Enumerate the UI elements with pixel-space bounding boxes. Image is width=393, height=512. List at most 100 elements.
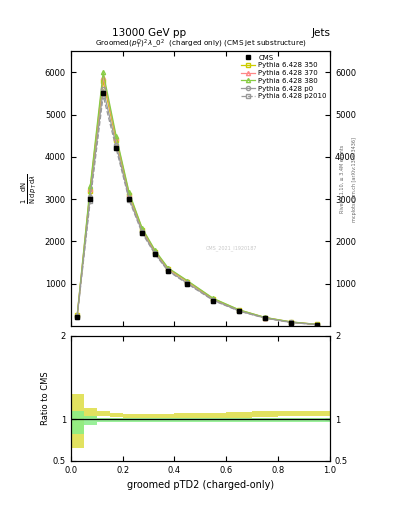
Pythia 6.428 p2010	[185, 281, 190, 287]
Pythia 6.428 350	[88, 187, 93, 194]
CMS	[140, 230, 145, 236]
Pythia 6.428 370	[211, 296, 216, 302]
Pythia 6.428 p2010	[263, 315, 268, 322]
Pythia 6.428 380	[140, 225, 145, 231]
Pythia 6.428 p0	[114, 142, 119, 148]
Pythia 6.428 p0	[127, 195, 131, 201]
Pythia 6.428 p0	[75, 313, 79, 319]
Text: Jets: Jets	[311, 28, 330, 38]
Pythia 6.428 380	[315, 322, 320, 328]
CMS	[152, 251, 157, 257]
Pythia 6.428 370	[315, 322, 320, 328]
Pythia 6.428 350	[166, 266, 171, 272]
Pythia 6.428 p0	[152, 250, 157, 257]
Pythia 6.428 p0	[101, 86, 105, 92]
Pythia 6.428 350	[185, 279, 190, 285]
CMS	[237, 308, 242, 314]
Pythia 6.428 380	[152, 247, 157, 253]
Pythia 6.428 380	[75, 311, 79, 317]
Pythia 6.428 370	[237, 307, 242, 313]
Pythia 6.428 350	[152, 249, 157, 255]
Pythia 6.428 370	[75, 312, 79, 318]
Title: Groomed$(p_T^D)^2\,\lambda\_0^2$  (charged only) (CMS jet substructure): Groomed$(p_T^D)^2\,\lambda\_0^2$ (charge…	[95, 38, 306, 51]
Pythia 6.428 p2010	[75, 313, 79, 319]
Text: mcplots.cern.ch [arXiv:1306.3436]: mcplots.cern.ch [arXiv:1306.3436]	[352, 137, 357, 222]
Pythia 6.428 380	[166, 265, 171, 271]
CMS	[127, 196, 131, 202]
Pythia 6.428 p2010	[101, 93, 105, 99]
Line: Pythia 6.428 p0: Pythia 6.428 p0	[75, 87, 319, 327]
Pythia 6.428 370	[101, 74, 105, 80]
Pythia 6.428 370	[88, 185, 93, 191]
Pythia 6.428 p2010	[289, 319, 294, 326]
Pythia 6.428 350	[101, 78, 105, 84]
Pythia 6.428 p2010	[237, 308, 242, 314]
Line: Pythia 6.428 370: Pythia 6.428 370	[75, 74, 319, 327]
Pythia 6.428 p2010	[88, 198, 93, 204]
Y-axis label: $\frac{1}{\mathrm{N}} \frac{\mathrm{d}\mathrm{N}}{\mathrm{d}\,p_T\,\mathrm{d}\la: $\frac{1}{\mathrm{N}} \frac{\mathrm{d}\m…	[20, 173, 39, 204]
CMS	[75, 314, 79, 321]
Pythia 6.428 p2010	[127, 197, 131, 203]
Pythia 6.428 p2010	[166, 268, 171, 274]
CMS	[114, 145, 119, 152]
Pythia 6.428 350	[289, 319, 294, 325]
Pythia 6.428 350	[140, 226, 145, 232]
Pythia 6.428 380	[289, 319, 294, 325]
Pythia 6.428 p0	[289, 319, 294, 326]
Pythia 6.428 p2010	[114, 145, 119, 152]
Pythia 6.428 p0	[263, 315, 268, 321]
Pythia 6.428 p2010	[211, 297, 216, 304]
Text: CMS_2021_I1920187: CMS_2021_I1920187	[206, 245, 257, 251]
Pythia 6.428 380	[211, 295, 216, 302]
Pythia 6.428 350	[315, 322, 320, 328]
Pythia 6.428 370	[166, 265, 171, 271]
Pythia 6.428 380	[88, 183, 93, 189]
CMS	[263, 315, 268, 322]
Line: CMS: CMS	[75, 91, 319, 327]
Pythia 6.428 350	[114, 137, 119, 143]
Pythia 6.428 p0	[140, 228, 145, 234]
Legend: CMS, Pythia 6.428 350, Pythia 6.428 370, Pythia 6.428 380, Pythia 6.428 p0, Pyth: CMS, Pythia 6.428 350, Pythia 6.428 370,…	[240, 53, 328, 101]
Pythia 6.428 370	[185, 278, 190, 284]
Pythia 6.428 370	[289, 319, 294, 325]
Pythia 6.428 370	[152, 248, 157, 254]
Pythia 6.428 p2010	[315, 322, 320, 328]
Pythia 6.428 370	[114, 135, 119, 141]
Line: Pythia 6.428 p2010: Pythia 6.428 p2010	[75, 94, 319, 327]
Pythia 6.428 350	[127, 192, 131, 198]
Y-axis label: Ratio to CMS: Ratio to CMS	[41, 372, 50, 425]
CMS	[289, 319, 294, 326]
Pythia 6.428 380	[127, 189, 131, 196]
Pythia 6.428 p2010	[152, 251, 157, 258]
Pythia 6.428 350	[211, 296, 216, 303]
Pythia 6.428 380	[263, 314, 268, 321]
Pythia 6.428 p2010	[140, 230, 145, 236]
CMS	[211, 297, 216, 304]
CMS	[101, 91, 105, 97]
CMS	[315, 322, 320, 328]
Pythia 6.428 380	[101, 69, 105, 75]
Pythia 6.428 p0	[88, 194, 93, 200]
Line: Pythia 6.428 380: Pythia 6.428 380	[75, 70, 319, 327]
Pythia 6.428 370	[140, 226, 145, 232]
Pythia 6.428 350	[237, 307, 242, 313]
Pythia 6.428 350	[75, 312, 79, 318]
Pythia 6.428 380	[185, 278, 190, 284]
CMS	[88, 196, 93, 202]
Pythia 6.428 380	[114, 133, 119, 139]
Line: Pythia 6.428 350: Pythia 6.428 350	[75, 79, 319, 327]
CMS	[166, 268, 171, 274]
Text: 13000 GeV pp: 13000 GeV pp	[112, 28, 186, 38]
Pythia 6.428 p0	[185, 280, 190, 286]
Pythia 6.428 p0	[211, 297, 216, 303]
X-axis label: groomed pTD2 (charged-only): groomed pTD2 (charged-only)	[127, 480, 274, 490]
Text: Rivet 3.1.10, ≥ 3.4M events: Rivet 3.1.10, ≥ 3.4M events	[340, 145, 345, 214]
CMS	[185, 281, 190, 287]
Pythia 6.428 370	[127, 190, 131, 197]
Pythia 6.428 380	[237, 307, 242, 313]
Pythia 6.428 350	[263, 314, 268, 321]
Pythia 6.428 370	[263, 314, 268, 321]
Pythia 6.428 p0	[315, 322, 320, 328]
Pythia 6.428 p0	[237, 308, 242, 314]
Pythia 6.428 p0	[166, 267, 171, 273]
